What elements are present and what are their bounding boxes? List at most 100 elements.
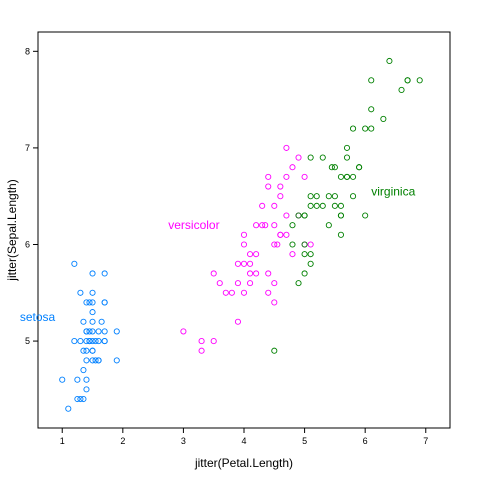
setosa-point xyxy=(83,338,90,345)
virginica-point xyxy=(343,173,351,180)
virginica-point xyxy=(416,77,423,84)
virginica-point xyxy=(325,193,332,200)
versicolor-point xyxy=(271,202,278,209)
versicolor-point xyxy=(301,173,308,180)
setosa-point xyxy=(89,289,96,296)
versicolor-point xyxy=(234,260,241,267)
setosa-point xyxy=(95,338,102,345)
setosa-point xyxy=(80,318,87,325)
virginica-point xyxy=(368,125,375,132)
virginica-point xyxy=(307,251,314,258)
virginica-point xyxy=(301,251,308,258)
x-tick-label: 5 xyxy=(302,436,307,446)
virginica-point xyxy=(271,347,278,354)
versicolor-point xyxy=(265,289,272,296)
versicolor-point xyxy=(216,280,223,287)
data-points xyxy=(59,57,423,412)
versicolor-point xyxy=(271,280,278,287)
setosa-point xyxy=(86,328,93,335)
virginica-point xyxy=(386,57,393,65)
versicolor-point xyxy=(289,164,296,171)
virginica-point xyxy=(313,202,320,209)
y-axis-title: jitter(Sepal.Length) xyxy=(5,179,19,281)
virginica-point xyxy=(350,193,357,200)
versicolor-point xyxy=(283,231,290,238)
y-tick-label: 8 xyxy=(25,46,30,56)
versicolor-point xyxy=(253,270,260,277)
x-tick-label: 3 xyxy=(181,436,186,446)
y-axis: 5 6 7 8 xyxy=(25,46,38,346)
setosa-point xyxy=(71,338,78,345)
virginica-point xyxy=(337,231,344,238)
virginica-point xyxy=(362,125,369,132)
setosa-point xyxy=(113,328,120,335)
x-tick-label: 4 xyxy=(241,436,246,446)
versicolor-point xyxy=(271,241,278,248)
versicolor-point xyxy=(240,241,248,248)
virginica-point xyxy=(307,202,314,209)
versicolor-point xyxy=(259,222,266,229)
setosa-point xyxy=(95,328,102,335)
virginica-group-label: virginica xyxy=(371,184,415,198)
versicolor-point xyxy=(240,260,248,267)
virginica-point xyxy=(301,270,308,277)
setosa-point xyxy=(92,338,99,345)
setosa-point xyxy=(101,328,108,335)
versicolor-point xyxy=(180,328,187,335)
setosa-point xyxy=(83,347,90,354)
virginica-point xyxy=(331,164,338,171)
setosa-point xyxy=(89,270,96,277)
setosa-point xyxy=(86,338,93,345)
virginica-point xyxy=(343,144,351,151)
setosa-point xyxy=(83,376,90,383)
y-tick-label: 5 xyxy=(25,336,30,346)
setosa-point xyxy=(71,260,78,267)
x-tick-label: 1 xyxy=(60,436,65,446)
x-tick-label: 6 xyxy=(363,436,368,446)
virginica-point xyxy=(398,86,405,94)
versicolor-point xyxy=(247,280,254,287)
virginica-point xyxy=(295,212,302,219)
versicolor-point xyxy=(274,241,281,248)
versicolor-group-label: versicolor xyxy=(168,218,219,232)
virginica-point xyxy=(343,154,351,161)
setosa-point xyxy=(89,309,96,316)
setosa-point xyxy=(113,357,120,364)
virginica-point xyxy=(319,154,326,161)
virginica-point xyxy=(319,202,326,209)
setosa-point xyxy=(89,347,96,354)
x-tick-label: 2 xyxy=(120,436,125,446)
plot-panel-frame xyxy=(37,31,451,429)
group-labels: setosa versicolor virginica xyxy=(20,184,416,324)
virginica-point xyxy=(362,212,369,219)
versicolor-point xyxy=(253,222,260,229)
versicolor-point xyxy=(234,280,241,287)
virginica-point xyxy=(295,280,302,287)
virginica-point xyxy=(289,222,296,229)
versicolor-point xyxy=(210,270,217,277)
versicolor-point xyxy=(259,202,266,209)
setosa-point xyxy=(77,338,84,345)
virginica-point xyxy=(337,212,344,219)
setosa-point xyxy=(89,318,96,325)
setosa-point xyxy=(83,386,90,393)
versicolor-point xyxy=(295,154,302,161)
setosa-point xyxy=(98,318,105,325)
virginica-point xyxy=(356,164,363,171)
versicolor-point xyxy=(222,289,229,296)
versicolor-point xyxy=(271,222,278,229)
virginica-point xyxy=(337,202,344,209)
versicolor-point xyxy=(265,183,272,190)
versicolor-point xyxy=(283,173,290,180)
setosa-point xyxy=(83,357,90,364)
virginica-point xyxy=(331,193,338,200)
virginica-point xyxy=(289,241,296,248)
setosa-point xyxy=(95,357,102,364)
versicolor-point xyxy=(247,270,254,277)
versicolor-point xyxy=(247,251,254,258)
versicolor-point xyxy=(247,260,254,267)
versicolor-point xyxy=(234,318,241,325)
setosa-point xyxy=(77,395,84,403)
y-tick-label: 6 xyxy=(25,239,30,249)
